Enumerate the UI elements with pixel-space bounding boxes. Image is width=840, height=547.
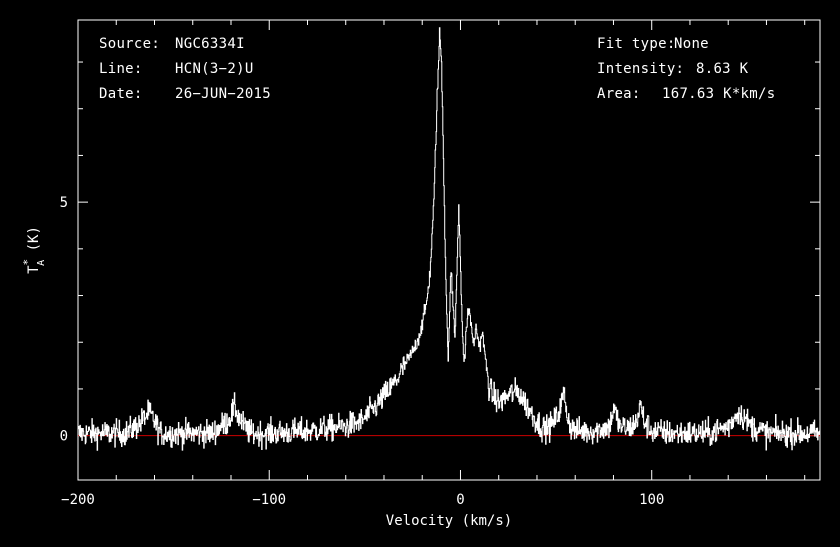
area-label: Area:	[597, 86, 641, 102]
x-tick-label: 0	[456, 492, 464, 508]
date-value: 26−JUN−2015	[175, 86, 272, 102]
tick-labels: −200 −100 0 100 0 5	[60, 195, 665, 508]
date-label: Date:	[99, 86, 143, 102]
source-label: Source:	[99, 36, 161, 52]
line-label: Line:	[99, 61, 143, 77]
y-axis-label-sup: *	[21, 259, 34, 266]
plot-frame	[77, 19, 821, 481]
x-tick-label: 100	[639, 492, 664, 508]
y-tick-label: 0	[60, 429, 68, 445]
y-axis-label: T* A (K)	[21, 226, 47, 274]
line-value: HCN(3−2)U	[175, 61, 254, 77]
intensity-value: 8.63 K	[696, 61, 749, 77]
spectrum-line	[78, 27, 821, 451]
fit-type-label: Fit type:	[597, 36, 676, 52]
x-tick-label: −200	[61, 492, 95, 508]
intensity-label: Intensity:	[597, 61, 685, 77]
area-value: 167.63 K*km/s	[662, 86, 776, 102]
y-tick-label: 5	[60, 195, 68, 211]
y-axis-label-main: T	[26, 265, 42, 274]
axis-ticks	[77, 20, 820, 480]
y-axis-label-sub: A	[36, 260, 47, 266]
y-axis-label-unit: (K)	[26, 226, 42, 260]
source-value: NGC6334I	[175, 36, 245, 52]
x-tick-label: −100	[252, 492, 286, 508]
fit-type-value: None	[674, 36, 709, 52]
x-axis-label: Velocity (km/s)	[386, 513, 512, 529]
